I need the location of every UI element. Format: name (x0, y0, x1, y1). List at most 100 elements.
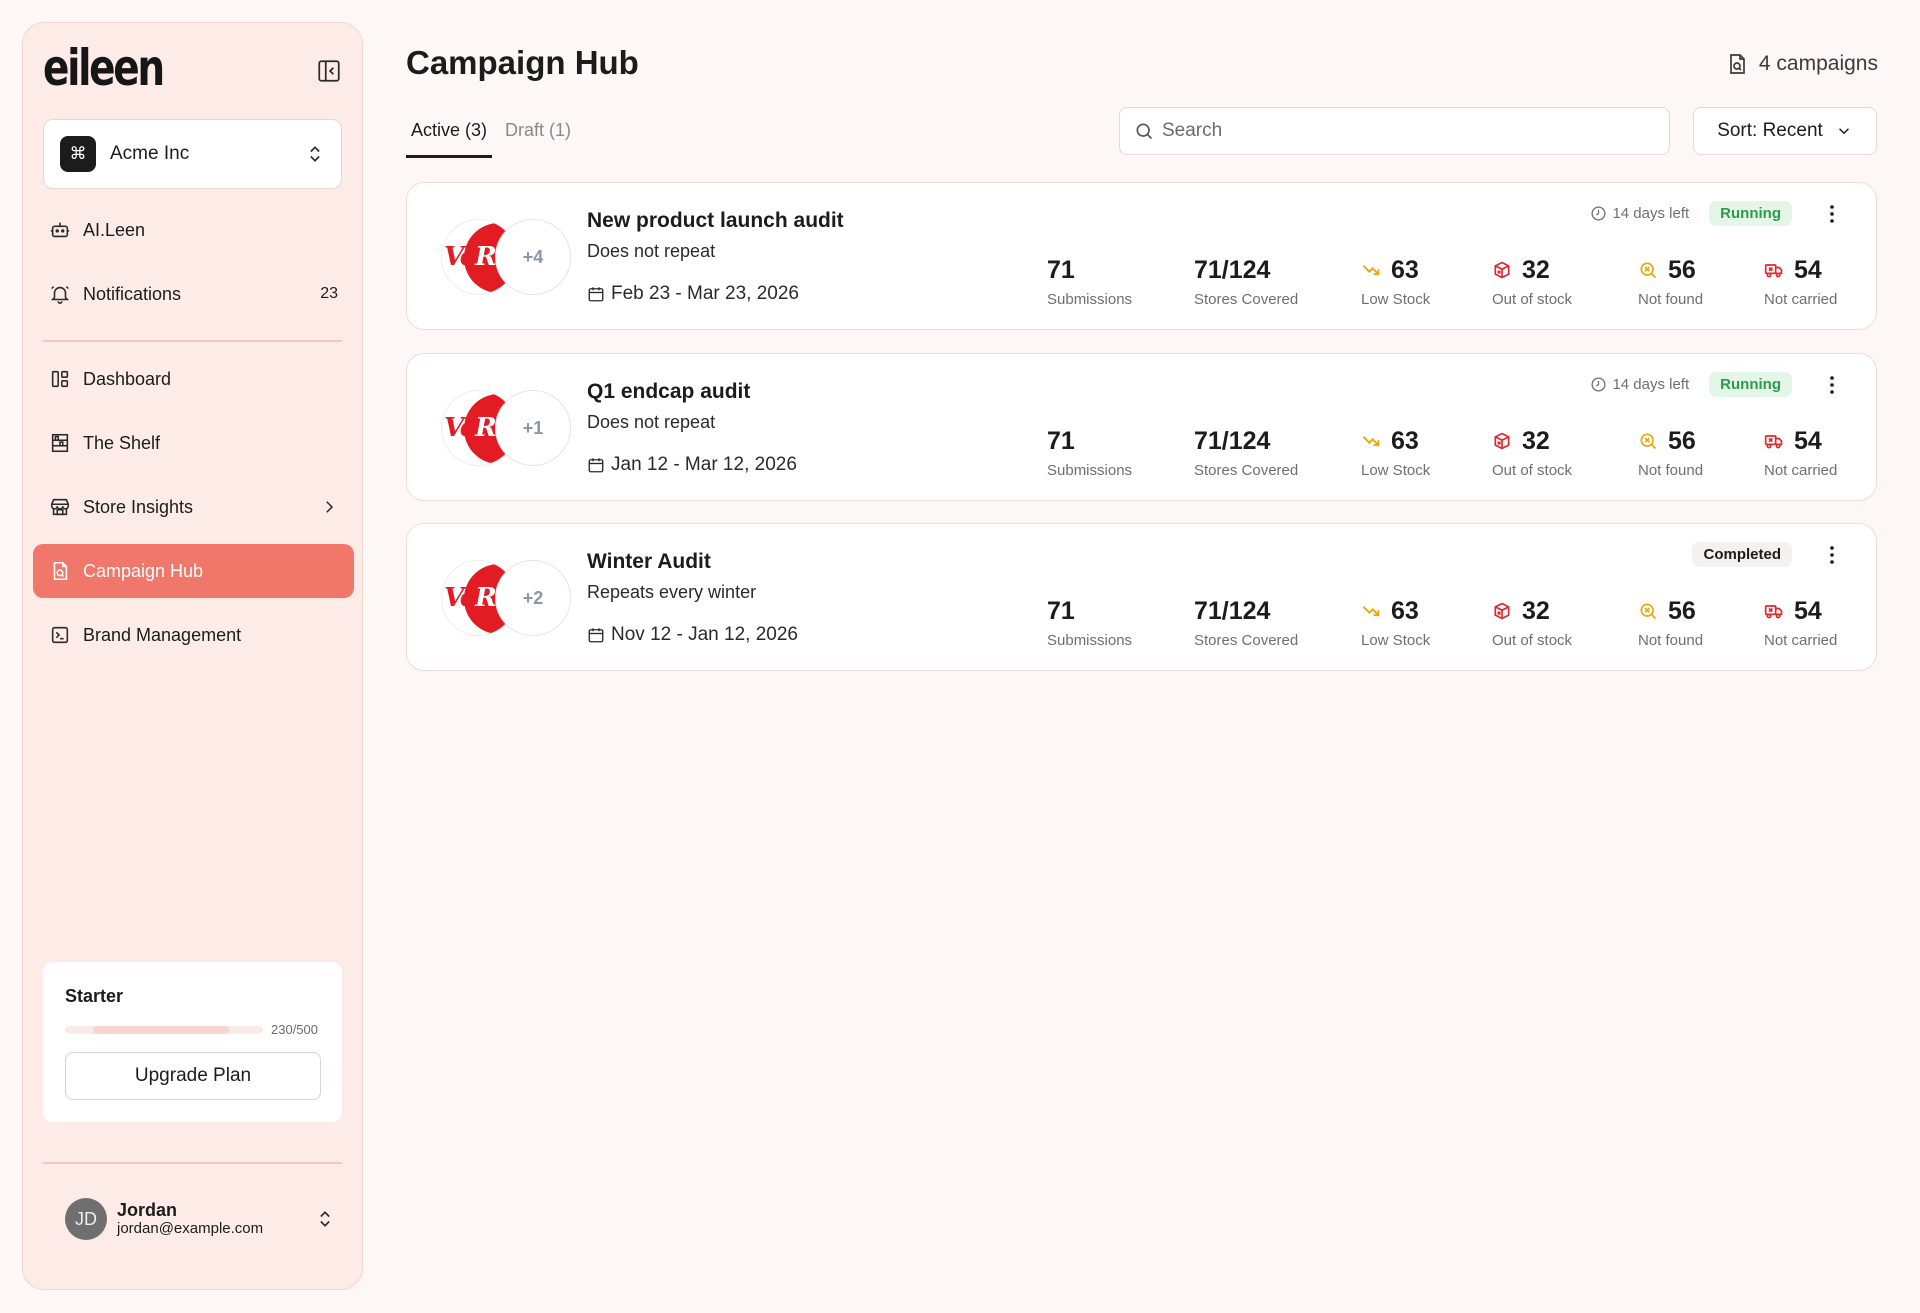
stat-value: 71/124 (1194, 596, 1271, 625)
stat-submissions: 71 Submissions (1047, 255, 1132, 309)
plan-name: Starter (65, 986, 124, 1006)
campaign-card[interactable]: VoRa +4 New product launch audit Does no… (406, 182, 1877, 330)
stat-low-stock: 63 Low Stock (1361, 426, 1431, 480)
sidebar-item-label: Store Insights (83, 496, 194, 517)
sidebar-item-label: Notifications (83, 283, 182, 304)
stat-label: Not found (1638, 462, 1704, 479)
search-x-icon (1640, 433, 1657, 450)
days-left-text: 14 days left (1612, 205, 1690, 222)
brand-icon (51, 626, 69, 644)
box-x-icon (1494, 602, 1510, 620)
campaign-dates: Nov 12 - Jan 12, 2026 (587, 624, 798, 646)
upgrade-plan-button[interactable]: Upgrade Plan (65, 1052, 321, 1100)
org-selector[interactable]: ⌘ Acme Inc (43, 119, 342, 189)
sidebar-item-label: The Shelf (83, 432, 161, 453)
more-options-icon[interactable] (1820, 202, 1844, 226)
trending-down-icon (1362, 265, 1380, 276)
brand-logos: VoRa +2 (441, 560, 571, 636)
clock-icon (1591, 206, 1606, 221)
sidebar-item-aileen[interactable]: AI.Leen (33, 203, 354, 257)
campaign-meta: 14 days left Running (1590, 201, 1844, 226)
stat-not-carried: 54 Not carried (1764, 255, 1838, 309)
sidebar-item-notifications[interactable]: Notifications 23 (33, 267, 354, 321)
app-logo[interactable]: eileen (43, 39, 165, 97)
robot-icon (50, 222, 70, 238)
user-email: jordan@example.com (117, 1220, 264, 1237)
stat-value: 56 (1668, 596, 1696, 625)
plan-usage-text: 230/500 (271, 1022, 318, 1037)
stat-value: 71/124 (1194, 255, 1271, 284)
org-name: Acme Inc (110, 143, 190, 164)
stat-label: Stores Covered (1194, 291, 1299, 308)
stat-label: Stores Covered (1194, 462, 1299, 479)
campaign-count: 4 campaigns (1725, 52, 1878, 76)
campaign-meta: Completed (1692, 542, 1844, 567)
more-options-icon[interactable] (1820, 373, 1844, 397)
stat-value: 54 (1794, 255, 1822, 284)
stat-not-found: 56 Not found (1638, 596, 1703, 650)
sidebar-item-the-shelf[interactable]: The Shelf (33, 416, 354, 470)
sidebar-item-label: Brand Management (83, 624, 242, 645)
tab-draft[interactable]: Draft (1) (505, 120, 572, 140)
tab-active[interactable]: Active (3) (406, 118, 493, 158)
stat-value: 56 (1668, 255, 1696, 284)
plan-usage-fill (92, 1026, 230, 1034)
sidebar-item-brand-management[interactable]: Brand Management (33, 608, 354, 662)
sidebar-item-campaign-hub[interactable]: Campaign Hub (33, 544, 354, 598)
more-brands-badge: +1 (495, 390, 571, 466)
chevron-down-icon (1838, 128, 1849, 135)
stat-label: Out of stock (1492, 462, 1573, 479)
sidebar-item-label: Campaign Hub (83, 560, 204, 581)
stat-value: 63 (1391, 426, 1419, 455)
brand-logos: VoRa +4 (441, 219, 571, 295)
stat-not-carried: 54 Not carried (1764, 426, 1837, 480)
plan-usage-bar (65, 1026, 263, 1034)
campaign-repeat: Does not repeat (587, 241, 716, 261)
user-menu[interactable]: JD Jordan jordan@example.com (65, 1189, 335, 1249)
brand-logos: VoRa +1 (441, 390, 571, 466)
days-left: 14 days left (1590, 376, 1689, 393)
campaign-title[interactable]: Q1 endcap audit (587, 380, 751, 403)
days-left: 14 days left (1590, 205, 1689, 222)
sidebar-item-dashboard[interactable]: Dashboard (33, 352, 354, 406)
search-input[interactable] (1162, 120, 1642, 142)
stat-label: Submissions (1047, 632, 1133, 649)
sort-dropdown[interactable]: Sort: Recent (1693, 107, 1877, 155)
box-x-icon (1494, 432, 1510, 450)
campaign-title[interactable]: Winter Audit (587, 550, 711, 573)
stat-not-found: 56 Not found (1638, 255, 1703, 309)
more-brands-badge: +2 (495, 560, 571, 636)
campaign-icon (53, 561, 68, 581)
stat-low-stock: 63 Low Stock (1361, 255, 1431, 309)
status-badge: Completed (1692, 542, 1792, 567)
more-options-icon[interactable] (1820, 543, 1844, 567)
stat-value: 71 (1047, 596, 1075, 625)
stat-out-of-stock: 32 Out of stock (1492, 426, 1573, 480)
stat-label: Out of stock (1492, 291, 1573, 308)
campaign-date-range: Nov 12 - Jan 12, 2026 (611, 624, 798, 645)
campaign-title[interactable]: New product launch audit (587, 209, 844, 232)
sidebar-item-label: AI.Leen (83, 219, 146, 240)
stat-label: Not carried (1764, 291, 1838, 308)
campaign-card[interactable]: VoRa +2 Winter Audit Repeats every winte… (406, 523, 1877, 671)
campaign-date-range: Jan 12 - Mar 12, 2026 (611, 454, 797, 475)
campaign-card[interactable]: VoRa +1 Q1 endcap audit Does not repeat … (406, 353, 1877, 501)
stat-label: Not carried (1764, 632, 1838, 649)
campaign-dates: Jan 12 - Mar 12, 2026 (587, 454, 797, 476)
sidebar-collapse-icon[interactable] (316, 58, 342, 84)
stat-out-of-stock: 32 Out of stock (1492, 255, 1573, 309)
stat-value: 32 (1522, 255, 1550, 284)
chevron-right-icon (326, 501, 334, 513)
stat-not-found: 56 Not found (1638, 426, 1704, 480)
stat-label: Low Stock (1361, 291, 1431, 308)
campaign-meta: 14 days left Running (1590, 372, 1844, 397)
stat-label: Submissions (1047, 462, 1133, 479)
stat-label: Low Stock (1361, 462, 1431, 479)
calendar-icon (588, 628, 604, 643)
stat-value: 63 (1391, 255, 1419, 284)
page-title: Campaign Hub (406, 44, 639, 81)
chevron-up-down-icon (310, 146, 320, 162)
calendar-icon (588, 458, 604, 473)
campaign-repeat: Repeats every winter (587, 582, 757, 602)
sidebar-item-store-insights[interactable]: Store Insights (33, 480, 354, 534)
